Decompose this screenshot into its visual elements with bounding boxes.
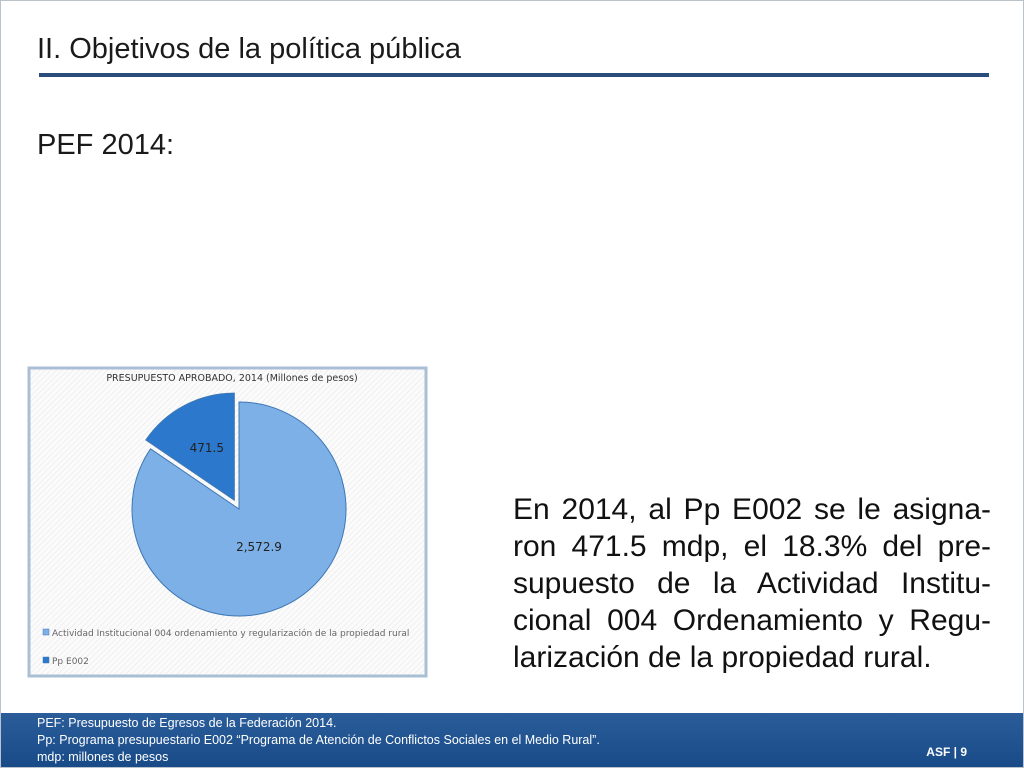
- subtitle: PEF 2014:: [37, 129, 175, 161]
- body-line: ron 471.5 mdp, el 18.3% del pre-: [513, 530, 991, 563]
- legend-label: Actividad Institucional 004 ordenamiento…: [52, 628, 409, 639]
- chart: PRESUPUESTO APROBADO, 2014 (Millones de …: [27, 366, 428, 678]
- footer-band: [1, 713, 1023, 767]
- footnote: mdp: millones de pesos: [37, 750, 169, 764]
- data-label: 471.5: [190, 441, 224, 455]
- legend-label: Pp E002: [52, 657, 89, 667]
- pie-slice: [131, 401, 347, 617]
- data-label: 2,572.9: [236, 540, 282, 554]
- body-line: larización de la propiedad rural.: [513, 641, 932, 674]
- slide-title: II. Objetivos de la política pública: [37, 33, 461, 65]
- chart-title: PRESUPUESTO APROBADO, 2014 (Millones de …: [106, 373, 357, 384]
- body-line: supuesto de la Actividad Institu-: [513, 567, 991, 600]
- footnote: Pp: Programa presupuestario E002 “Progra…: [37, 733, 600, 747]
- page-label: ASF | 9: [926, 745, 967, 759]
- legend-swatch: [42, 628, 50, 636]
- body-text: En 2014, al Pp E002 se le asigna-ron 471…: [513, 491, 991, 676]
- body-line: cional 004 Ordenamiento y Regu-: [513, 604, 991, 637]
- title-rule: [39, 73, 989, 77]
- body-line: En 2014, al Pp E002 se le asigna-: [513, 493, 991, 526]
- footnotes: PEF: Presupuesto de Egresos de la Federa…: [37, 715, 600, 766]
- footnote: PEF: Presupuesto de Egresos de la Federa…: [37, 716, 337, 730]
- legend-swatch: [42, 656, 50, 664]
- pie-slice: [145, 392, 235, 502]
